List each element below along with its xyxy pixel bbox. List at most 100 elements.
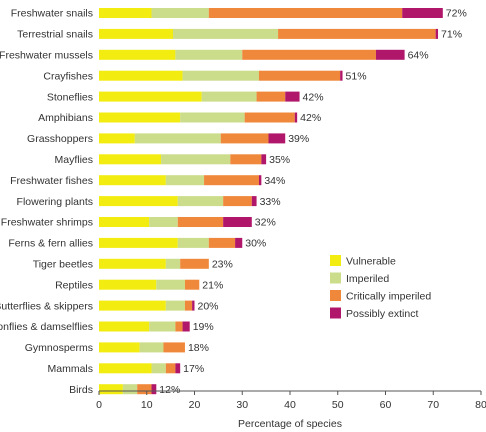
bar-freshwater-snails-vulnerable	[99, 8, 152, 18]
x-tick-label-50: 50	[332, 399, 344, 411]
bar-grasshoppers-critically-imperiled	[220, 133, 269, 144]
x-tick-label-60: 60	[380, 399, 392, 411]
x-tick-label-30: 30	[236, 399, 248, 411]
total-label-birds: 12%	[159, 384, 180, 396]
bar-mayflies-critically-imperiled	[230, 154, 262, 165]
bar-mayflies-possibly-extinct	[261, 154, 267, 165]
bar-stoneflies-possibly-extinct	[285, 91, 300, 102]
total-label-freshwater-snails: 72%	[446, 8, 467, 20]
bar-freshwater-shrimps-imperiled	[149, 217, 178, 227]
bar-mammals-vulnerable	[99, 363, 152, 374]
x-axis-title: Percentage of species	[238, 418, 342, 430]
bar-freshwater-snails-critically-imperiled	[208, 8, 403, 18]
category-label-freshwater-snails: Freshwater snails	[11, 8, 93, 20]
legend-label-possibly-extinct: Possibly extinct	[346, 308, 418, 320]
bar-freshwater-fishes-vulnerable	[99, 175, 166, 186]
bar-gymnosperms-imperiled	[139, 342, 164, 353]
bar-dragonflies-and-damselflies-critically-imperiled	[175, 321, 183, 332]
category-label-birds: Birds	[69, 384, 93, 396]
category-label-freshwater-shrimps: Freshwater shrimps	[1, 217, 93, 229]
bar-tiger-beetles-critically-imperiled	[180, 258, 209, 269]
bar-freshwater-fishes-critically-imperiled	[204, 175, 259, 186]
x-tick-label-80: 80	[475, 399, 486, 411]
total-label-tiger-beetles: 23%	[212, 259, 233, 271]
total-label-freshwater-shrimps: 32%	[255, 217, 276, 229]
bar-freshwater-shrimps-critically-imperiled	[177, 217, 224, 227]
category-labels: Freshwater snails Terrestrial snails Fresh…	[0, 8, 93, 396]
bar-freshwater-fishes-possibly-extinct	[258, 175, 262, 186]
bar-terrestrial-snails-imperiled	[173, 28, 279, 39]
bar-tiger-beetles-vulnerable	[99, 258, 166, 269]
category-label-stoneflies: Stoneflies	[47, 91, 93, 103]
category-label-mayflies: Mayflies	[54, 154, 93, 166]
bar-ferns-and-fern-allies-vulnerable	[99, 237, 178, 248]
category-label-tiger-beetles: Tiger beetles	[33, 259, 93, 271]
bar-gymnosperms-vulnerable	[99, 342, 140, 353]
total-label-freshwater-mussels: 64%	[408, 50, 429, 62]
bar-ferns-and-fern-allies-possibly-extinct	[235, 237, 243, 248]
bar-mammals-possibly-extinct	[175, 363, 181, 374]
total-label-freshwater-fishes: 34%	[264, 175, 285, 187]
total-label-terrestrial-snails: 71%	[441, 29, 462, 41]
legend-swatch-vulnerable	[330, 255, 341, 266]
bar-dragonflies-and-damselflies-imperiled	[149, 321, 176, 332]
category-label-terrestrial-snails: Terrestrial snails	[17, 29, 93, 41]
bar-crayfishes-critically-imperiled	[258, 70, 341, 81]
bar-butterflies-and-skippers-possibly-extinct	[192, 300, 195, 311]
bar-flowering-plants-vulnerable	[99, 196, 178, 207]
bar-terrestrial-snails-vulnerable	[99, 28, 174, 39]
bar-reptiles-critically-imperiled	[184, 279, 200, 290]
total-label-crayfishes: 51%	[346, 70, 367, 82]
total-label-butterflies-and-skippers: 20%	[198, 300, 219, 312]
bar-crayfishes-possibly-extinct	[340, 70, 343, 81]
legend: Vulnerable Imperiled Critically imperiled P…	[330, 255, 431, 320]
bar-freshwater-mussels-possibly-extinct	[375, 49, 405, 60]
bar-butterflies-and-skippers-imperiled	[165, 300, 185, 311]
bar-butterflies-and-skippers-vulnerable	[99, 300, 166, 311]
legend-label-critically-imperiled: Critically imperiled	[346, 291, 431, 303]
bar-freshwater-mussels-critically-imperiled	[242, 49, 376, 60]
bar-reptiles-vulnerable	[99, 279, 157, 290]
category-label-dragonflies-and-damselflies: Dragonflies & damselflies	[0, 321, 93, 333]
bar-amphibians-imperiled	[180, 112, 245, 123]
bar-flowering-plants-possibly-extinct	[251, 196, 257, 207]
bar-reptiles-imperiled	[156, 279, 185, 290]
category-label-reptiles: Reptiles	[55, 279, 93, 291]
bar-amphibians-possibly-extinct	[294, 112, 298, 123]
x-tick-label-10: 10	[141, 399, 153, 411]
category-label-butterflies-and-skippers: Butterflies & skippers	[0, 300, 93, 312]
bar-butterflies-and-skippers-critically-imperiled	[184, 300, 193, 311]
bar-birds-possibly-extinct	[151, 384, 157, 395]
x-tick-label-20: 20	[189, 399, 201, 411]
category-label-freshwater-mussels: Freshwater mussels	[0, 50, 93, 62]
bar-crayfishes-imperiled	[182, 70, 259, 81]
total-percent-labels: 72% 71% 64% 51% 42% 42% 39% 35% 34% 33% 32% 30% 23% 2…	[159, 8, 467, 396]
bar-stoneflies-vulnerable	[99, 91, 202, 102]
bar-mayflies-imperiled	[161, 154, 231, 165]
bar-grasshoppers-imperiled	[134, 133, 221, 144]
category-label-gymnosperms: Gymnosperms	[25, 342, 93, 354]
bar-birds-vulnerable	[99, 384, 123, 395]
x-tick-label-40: 40	[284, 399, 296, 411]
total-label-mayflies: 35%	[269, 154, 290, 166]
bar-terrestrial-snails-possibly-extinct	[435, 28, 439, 39]
bar-mammals-critically-imperiled	[165, 363, 176, 374]
total-label-ferns-and-fern-allies: 30%	[245, 238, 266, 250]
bar-amphibians-vulnerable	[99, 112, 181, 123]
bar-grasshoppers-possibly-extinct	[268, 133, 286, 144]
total-label-dragonflies-and-damselflies: 19%	[193, 321, 214, 333]
category-label-freshwater-fishes: Freshwater fishes	[10, 175, 93, 187]
bar-birds-imperiled	[122, 384, 138, 395]
total-label-grasshoppers: 39%	[288, 133, 309, 145]
x-tick-label-70: 70	[427, 399, 439, 411]
bar-stoneflies-critically-imperiled	[256, 91, 286, 102]
total-label-stoneflies: 42%	[303, 91, 324, 103]
bar-tiger-beetles-imperiled	[165, 258, 181, 269]
category-label-grasshoppers: Grasshoppers	[27, 133, 93, 145]
bar-freshwater-snails-possibly-extinct	[402, 8, 443, 18]
total-label-reptiles: 21%	[202, 279, 223, 291]
category-label-crayfishes: Crayfishes	[43, 70, 93, 82]
bar-freshwater-mussels-imperiled	[175, 49, 243, 60]
